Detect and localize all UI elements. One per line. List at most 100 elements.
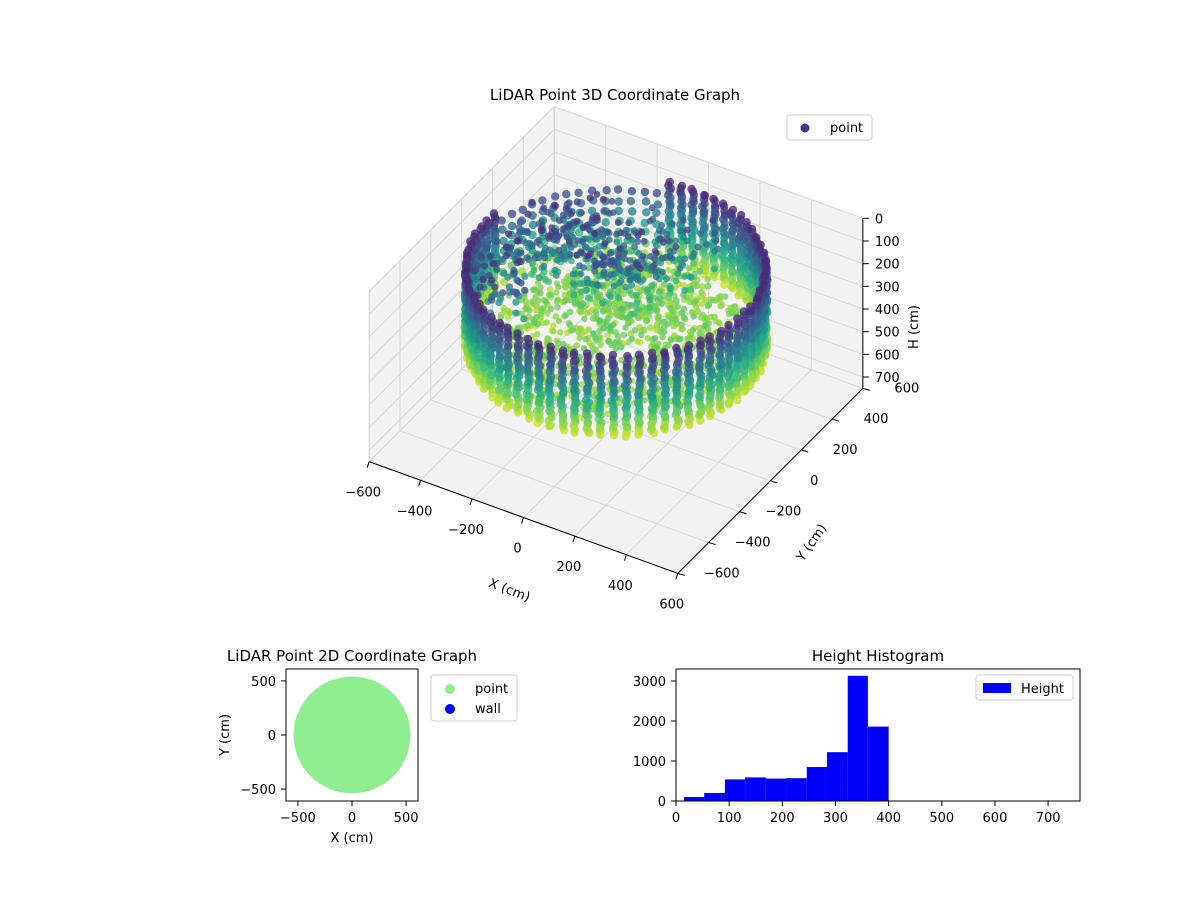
3d-point	[696, 267, 704, 275]
3d-point	[670, 323, 677, 330]
3d-point	[503, 353, 512, 363]
3d-point	[640, 237, 648, 245]
3d-y-tick-label: −200	[766, 505, 802, 520]
3d-point	[681, 273, 689, 280]
3d-point	[579, 249, 586, 257]
3d-point	[652, 249, 660, 257]
3d-point	[752, 233, 761, 242]
3d-point	[587, 206, 597, 216]
3d-point	[591, 267, 598, 275]
3d-point	[559, 211, 568, 219]
3d-point	[741, 378, 750, 388]
3d-point	[715, 375, 724, 384]
3d-point	[504, 360, 513, 370]
3d-point	[576, 280, 584, 287]
3d-point	[623, 422, 632, 431]
3d-point	[504, 389, 513, 399]
2d-y-tick-label: −500	[240, 783, 276, 798]
3d-point	[696, 400, 705, 410]
3d-point	[578, 381, 585, 388]
3d-point	[530, 286, 537, 293]
3d-point	[622, 324, 629, 331]
3d-z-tick-label: 100	[875, 235, 900, 250]
3d-point	[648, 282, 656, 290]
3d-point	[708, 313, 715, 321]
3d-point	[633, 291, 640, 299]
3d-point	[685, 386, 694, 395]
3d-point	[651, 335, 658, 342]
3d-point	[623, 369, 632, 378]
3d-point	[553, 256, 561, 264]
3d-point	[488, 276, 496, 284]
3d-point	[523, 254, 531, 262]
3d-point	[591, 230, 598, 237]
3d-point	[735, 288, 745, 298]
3d-point	[700, 190, 709, 200]
histogram-axis-ticks: 0 100 200 300 400 500 600 700 0 1000 2000 3000	[633, 675, 1061, 826]
3d-point	[504, 341, 513, 351]
3d-grid-line	[368, 106, 555, 293]
3d-point	[604, 228, 612, 236]
3d-point	[463, 276, 472, 285]
3d-point	[584, 294, 592, 302]
3d-point	[507, 209, 517, 219]
3d-point	[589, 314, 597, 322]
3d-point	[725, 310, 733, 317]
3d-point	[533, 302, 540, 310]
3d-point	[535, 274, 543, 282]
3d-point	[621, 432, 631, 441]
3d-point	[483, 236, 492, 245]
3d-point	[711, 229, 718, 237]
3d-point	[681, 287, 689, 294]
3d-point	[661, 281, 668, 288]
3d-point	[732, 373, 742, 382]
3d-point	[709, 217, 717, 225]
3d-point	[524, 229, 532, 237]
3d-point	[654, 349, 661, 356]
3d-point	[493, 238, 501, 246]
3d-point	[683, 398, 692, 407]
3d-point	[502, 403, 511, 413]
histogram-x-tick-label: 500	[929, 811, 954, 826]
3d-point	[652, 189, 661, 198]
3d-y-tick-label: 600	[894, 381, 919, 396]
3d-point	[493, 265, 501, 273]
3d-point	[559, 388, 568, 397]
3d-point	[649, 263, 656, 271]
3d-point	[604, 306, 612, 313]
3d-point	[494, 335, 504, 344]
histogram-x-tick-label: 400	[876, 811, 901, 826]
3d-point	[525, 375, 534, 385]
3d-point	[569, 326, 577, 333]
3d-x-tick	[469, 498, 473, 506]
3d-point	[590, 393, 597, 400]
3d-point	[703, 240, 710, 248]
3d-point	[513, 290, 521, 298]
3d-point	[545, 395, 555, 404]
3d-point	[595, 352, 604, 361]
3d-point	[595, 242, 603, 250]
histogram-x-tick-label: 0	[672, 811, 680, 826]
3d-point	[494, 398, 503, 407]
3d-point	[620, 381, 630, 390]
3d-point	[608, 198, 616, 205]
3d-point	[608, 341, 615, 349]
3d-point	[593, 337, 600, 344]
3d-point	[719, 228, 728, 237]
3d-point	[747, 361, 756, 370]
3d-point	[644, 286, 651, 294]
3d-point	[569, 403, 579, 412]
3d-point	[472, 275, 480, 283]
3d-point	[647, 404, 656, 413]
3d-point	[698, 289, 705, 296]
3d-point	[566, 251, 574, 259]
3d-point	[535, 397, 544, 407]
3d-point	[546, 346, 555, 355]
3d-point	[617, 313, 625, 320]
3d-point	[561, 298, 568, 305]
3d-point	[546, 420, 555, 429]
3d-point	[679, 216, 687, 224]
3d-grid-line	[554, 196, 864, 310]
3d-point	[558, 346, 568, 355]
3d-point	[687, 286, 694, 294]
